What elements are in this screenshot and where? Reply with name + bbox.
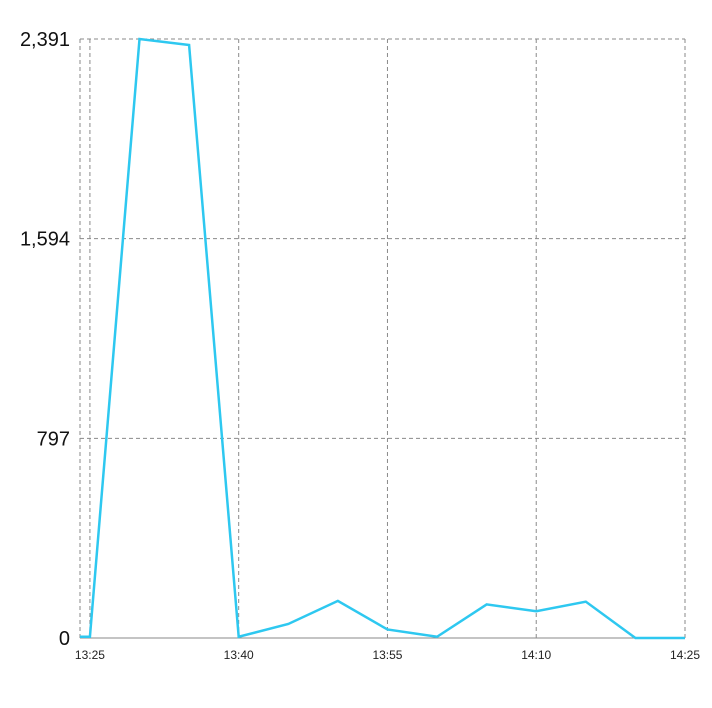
grid-layer <box>80 38 686 639</box>
axis-layer <box>79 39 685 639</box>
x-tick-label: 13:55 <box>372 648 402 662</box>
x-tick-label: 13:40 <box>224 648 254 662</box>
y-tick-label: 2,391 <box>20 29 70 51</box>
series-layer <box>80 37 685 640</box>
y-tick-label: 1,594 <box>20 229 70 251</box>
x-tick-label: 14:25 <box>670 648 700 662</box>
x-tick-label: 14:10 <box>521 648 551 662</box>
series-line <box>80 37 685 640</box>
y-tick-label: 797 <box>37 428 70 450</box>
x-tick-label: 13:25 <box>75 648 105 662</box>
y-tick-label: 0 <box>59 628 70 650</box>
tick-label-layer: 0 797 1,594 2,391 13:25 13:40 13:55 14:10 14:25 <box>20 29 700 662</box>
